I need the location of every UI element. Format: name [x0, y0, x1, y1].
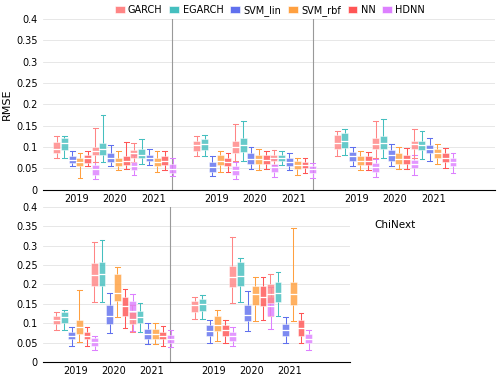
Bar: [290, 282, 297, 304]
Bar: [167, 335, 174, 342]
Bar: [268, 297, 274, 316]
Bar: [232, 166, 239, 175]
Bar: [216, 155, 224, 165]
Bar: [426, 145, 433, 153]
Bar: [209, 162, 216, 172]
Bar: [146, 155, 152, 160]
Bar: [60, 312, 68, 323]
Bar: [342, 133, 348, 148]
Bar: [442, 153, 448, 162]
Bar: [298, 320, 304, 336]
Bar: [206, 325, 213, 336]
Bar: [294, 160, 300, 169]
Bar: [144, 329, 151, 339]
Bar: [310, 166, 316, 173]
Bar: [108, 153, 114, 162]
Bar: [114, 273, 121, 301]
Bar: [270, 155, 278, 160]
Bar: [61, 138, 68, 151]
Bar: [130, 162, 138, 170]
Bar: [267, 284, 274, 303]
Bar: [136, 311, 143, 323]
Bar: [160, 332, 166, 339]
Bar: [248, 153, 254, 164]
Bar: [53, 142, 60, 153]
Y-axis label: RMSE: RMSE: [2, 88, 12, 120]
Bar: [100, 143, 106, 155]
Text: CSI300: CSI300: [96, 220, 133, 230]
Bar: [191, 301, 198, 311]
Bar: [162, 156, 168, 165]
Bar: [286, 158, 293, 166]
Bar: [201, 139, 208, 151]
Bar: [410, 141, 418, 149]
Bar: [138, 149, 145, 158]
Bar: [222, 325, 228, 336]
Bar: [255, 155, 262, 164]
Bar: [434, 149, 441, 158]
Bar: [76, 320, 83, 334]
Bar: [91, 263, 98, 286]
Bar: [236, 262, 244, 286]
Bar: [260, 286, 266, 306]
Bar: [396, 153, 402, 164]
Bar: [232, 141, 239, 153]
Bar: [302, 162, 308, 168]
Bar: [84, 155, 91, 163]
Bar: [263, 155, 270, 164]
Bar: [194, 141, 200, 151]
Bar: [154, 158, 160, 166]
Bar: [123, 156, 130, 165]
Bar: [169, 164, 176, 172]
Bar: [240, 138, 246, 152]
Bar: [403, 155, 410, 164]
Bar: [214, 316, 221, 331]
Bar: [229, 266, 236, 288]
Bar: [106, 304, 113, 324]
Bar: [130, 151, 137, 158]
Bar: [357, 156, 364, 165]
Bar: [372, 137, 379, 149]
Bar: [380, 136, 387, 149]
Bar: [278, 155, 285, 160]
Bar: [372, 163, 380, 172]
Bar: [450, 158, 456, 166]
Bar: [224, 158, 232, 166]
Bar: [305, 334, 312, 343]
Bar: [129, 301, 136, 320]
Bar: [411, 160, 418, 168]
Bar: [199, 299, 205, 311]
Bar: [53, 316, 60, 324]
Bar: [129, 312, 136, 324]
Bar: [349, 152, 356, 160]
Bar: [122, 297, 128, 316]
Text: ChiNext: ChiNext: [374, 220, 416, 230]
Bar: [244, 304, 251, 321]
Bar: [152, 329, 158, 339]
Bar: [91, 338, 98, 345]
Bar: [282, 324, 289, 336]
Bar: [98, 262, 105, 286]
Bar: [68, 156, 75, 163]
Bar: [388, 151, 394, 160]
Bar: [68, 332, 75, 339]
Legend: GARCH, EGARCH, SVM_lin, SVM_rbf, NN, HDNN: GARCH, EGARCH, SVM_lin, SVM_rbf, NN, HDN…: [111, 1, 429, 20]
Text: SSE50: SSE50: [238, 220, 272, 230]
Bar: [334, 135, 340, 149]
Bar: [92, 165, 99, 175]
Bar: [84, 332, 90, 339]
Bar: [274, 282, 281, 302]
Bar: [364, 156, 372, 165]
Bar: [418, 141, 426, 151]
Bar: [92, 147, 98, 155]
Bar: [271, 164, 278, 172]
Bar: [115, 158, 122, 166]
Bar: [252, 286, 259, 304]
Bar: [230, 332, 236, 340]
Bar: [76, 158, 84, 166]
